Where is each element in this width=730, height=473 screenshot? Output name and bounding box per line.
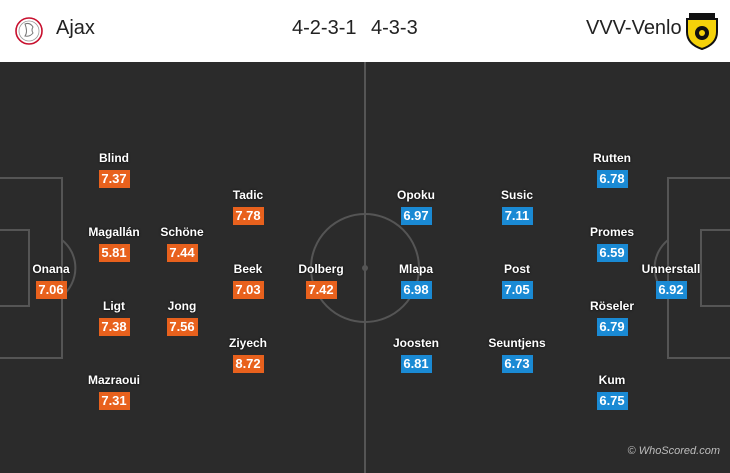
- player-name: Rutten: [593, 151, 631, 165]
- player-rating: 7.11: [501, 207, 533, 225]
- player-magallan[interactable]: Magallán 5.81: [84, 225, 144, 262]
- home-team-name: Ajax: [56, 17, 95, 39]
- player-name: Post: [503, 262, 530, 276]
- player-name: Onana: [32, 262, 70, 276]
- match-header: Ajax 4-2-3-1 4-3-3 VVV-Venlo: [0, 0, 730, 62]
- player-rating: 8.72: [232, 355, 264, 373]
- player-rating: 7.37: [98, 170, 130, 188]
- player-rating: 6.81: [400, 355, 432, 373]
- player-name: Susic: [500, 188, 533, 202]
- player-ziyech[interactable]: Ziyech 8.72: [218, 336, 278, 373]
- player-name: Dolberg: [298, 262, 344, 276]
- player-rating: 7.06: [35, 281, 67, 299]
- player-rating: 7.44: [166, 244, 198, 262]
- player-beek[interactable]: Beek 7.03: [218, 262, 278, 299]
- player-name: Seuntjens: [488, 336, 546, 350]
- player-post[interactable]: Post 7.05: [487, 262, 547, 299]
- away-formation: 4-3-3: [371, 17, 418, 39]
- player-rating: 7.56: [166, 318, 198, 336]
- player-promes[interactable]: Promes 6.59: [582, 225, 642, 262]
- player-kum[interactable]: Kum 6.75: [582, 373, 642, 410]
- player-unnerstall[interactable]: Unnerstall 6.92: [636, 262, 706, 299]
- player-name: Opoku: [397, 188, 435, 202]
- ajax-crest-icon: [15, 17, 43, 45]
- player-mlapa[interactable]: Mlapa 6.98: [386, 262, 446, 299]
- player-tadic[interactable]: Tadic 7.78: [218, 188, 278, 225]
- player-ligt[interactable]: Ligt 7.38: [84, 299, 144, 336]
- away-team-name: VVV-Venlo: [586, 17, 682, 39]
- player-susic[interactable]: Susic 7.11: [487, 188, 547, 225]
- player-roseler[interactable]: Röseler 6.79: [582, 299, 642, 336]
- player-rating: 7.78: [232, 207, 264, 225]
- player-seuntjens[interactable]: Seuntjens 6.73: [477, 336, 557, 373]
- player-onana[interactable]: Onana 7.06: [21, 262, 81, 299]
- player-joosten[interactable]: Joosten 6.81: [381, 336, 451, 373]
- player-name: Mazraoui: [87, 373, 140, 387]
- player-rating: 7.31: [98, 392, 130, 410]
- player-name: Blind: [99, 151, 129, 165]
- watermark: © WhoScored.com: [627, 445, 720, 457]
- player-rutten[interactable]: Rutten 6.78: [582, 151, 642, 188]
- player-name: Jong: [167, 299, 197, 313]
- player-rating: 7.05: [501, 281, 533, 299]
- player-rating: 6.97: [400, 207, 432, 225]
- player-name: Tadic: [232, 188, 264, 202]
- player-name: Unnerstall: [641, 262, 701, 276]
- player-name: Promes: [589, 225, 635, 239]
- player-name: Schöne: [160, 225, 204, 239]
- player-name: Joosten: [392, 336, 439, 350]
- player-name: Magallán: [88, 225, 140, 239]
- player-name: Ziyech: [228, 336, 267, 350]
- player-jong[interactable]: Jong 7.56: [152, 299, 212, 336]
- player-name: Ligt: [103, 299, 125, 313]
- player-name: Kum: [598, 373, 626, 387]
- player-dolberg[interactable]: Dolberg 7.42: [286, 262, 356, 299]
- player-rating: 6.98: [400, 281, 432, 299]
- pitch: Onana 7.06 Blind 7.37 Magallán 5.81 Ligt…: [0, 62, 730, 473]
- player-rating: 6.75: [596, 392, 628, 410]
- player-name: Mlapa: [398, 262, 433, 276]
- home-formation: 4-2-3-1: [292, 17, 357, 39]
- player-name: Röseler: [589, 299, 635, 313]
- player-rating: 7.42: [305, 281, 337, 299]
- player-rating: 7.03: [232, 281, 264, 299]
- player-rating: 6.78: [596, 170, 628, 188]
- player-mazraoui[interactable]: Mazraoui 7.31: [84, 373, 144, 410]
- player-opoku[interactable]: Opoku 6.97: [386, 188, 446, 225]
- player-rating: 6.59: [596, 244, 628, 262]
- player-rating: 7.38: [98, 318, 130, 336]
- player-rating: 6.73: [501, 355, 533, 373]
- player-rating: 5.81: [98, 244, 130, 262]
- player-rating: 6.79: [596, 318, 628, 336]
- pitch-markings: [0, 62, 730, 473]
- player-schone[interactable]: Schöne 7.44: [152, 225, 212, 262]
- player-rating: 6.92: [655, 281, 687, 299]
- player-name: Beek: [233, 262, 263, 276]
- vvv-venlo-crest-icon: [686, 13, 718, 50]
- player-blind[interactable]: Blind 7.37: [84, 151, 144, 188]
